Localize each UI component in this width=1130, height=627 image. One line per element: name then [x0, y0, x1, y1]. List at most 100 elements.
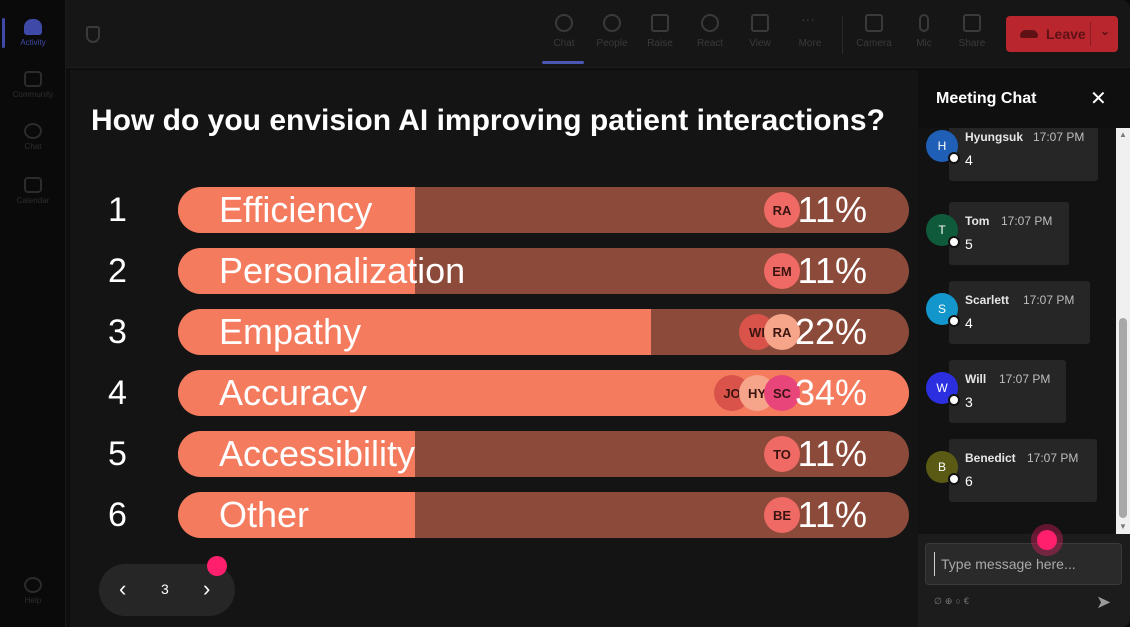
message-bubble: Will 17:07 PM 3 [949, 360, 1066, 423]
option-number: 4 [108, 374, 127, 412]
mic-icon [919, 14, 929, 32]
message-bubble: Benedict 17:07 PM 6 [949, 439, 1097, 502]
poll-option-row: 4 Accuracy JO HY SC 34% [70, 370, 918, 416]
chat-icon [24, 123, 42, 139]
option-label: Efficiency [219, 189, 373, 230]
send-icon[interactable]: ➤ [1096, 592, 1112, 612]
message-text: 4 [965, 315, 973, 331]
toolbar-view-button[interactable]: View [738, 12, 782, 60]
scroll-down-icon[interactable]: ▼ [1119, 522, 1127, 531]
rail-item-activity[interactable]: Activity [0, 8, 66, 58]
toolbar-label: Camera [856, 38, 892, 49]
message-time: 17:07 PM [1001, 214, 1053, 228]
option-label: Other [219, 494, 310, 535]
left-rail: Activity Community Chat Calendar Help [0, 0, 66, 627]
sender-name: Benedict [965, 451, 1016, 465]
voter-avatar: RA [764, 314, 800, 350]
option-number: 6 [108, 496, 127, 534]
toolbar-label: People [596, 38, 628, 49]
more-icon: ··· [801, 11, 815, 27]
close-icon[interactable]: ✕ [1090, 88, 1107, 110]
avatar[interactable]: S [926, 293, 958, 325]
shield-icon [86, 26, 100, 43]
result-bar: Efficiency RA 11% [178, 187, 909, 233]
chat-message-list[interactable]: Hyungsuk 17:07 PM 4 H Tom 17:07 PM 5 T Scarlett 1… [918, 128, 1116, 534]
result-bar: Accuracy JO HY SC 34% [178, 370, 909, 416]
message-input-box [925, 543, 1122, 585]
message-bubble: Hyungsuk 17:07 PM 4 [949, 128, 1098, 181]
option-number: 1 [108, 191, 127, 229]
scroll-up-icon[interactable]: ▲ [1119, 130, 1127, 139]
meeting-toolbar: Chat People Raise React View ··· More Ca… [66, 0, 1130, 68]
toolbar-camera-button[interactable]: Camera [852, 12, 896, 60]
voter-avatar: RA [764, 192, 800, 228]
calendar-icon [24, 177, 42, 193]
sender-name: Scarlett [965, 293, 1010, 307]
camera-icon [865, 14, 883, 32]
voter-avatar: BE [764, 497, 800, 533]
message-bubble: Scarlett 17:07 PM 4 [949, 281, 1090, 344]
rail-item-label: Calendar [16, 196, 50, 205]
toolbar-react-button[interactable]: React [688, 12, 732, 60]
message-bubble: Tom 17:07 PM 5 [949, 202, 1069, 265]
message-text: 6 [965, 473, 973, 489]
scrollbar-thumb[interactable] [1119, 318, 1127, 518]
sender-name: Will [965, 372, 987, 386]
option-percentage: 22% [794, 311, 867, 352]
share-icon [963, 14, 981, 32]
chevron-right-icon[interactable]: › [203, 576, 211, 601]
toolbar-label: Chat [553, 38, 575, 49]
presence-status-icon [948, 152, 960, 164]
rail-item-chat[interactable]: Chat [0, 112, 66, 162]
leave-button[interactable]: Leave ⌄ [1006, 16, 1118, 52]
presence-status-icon [948, 473, 960, 485]
page-number: 3 [161, 581, 169, 597]
option-label: Accessibility [219, 433, 416, 474]
option-number: 3 [108, 313, 127, 351]
toolbar-chat-button[interactable]: Chat [542, 12, 586, 64]
meeting-chat-panel: Meeting Chat ✕ Hyungsuk 17:07 PM 4 H Tom 17:0… [918, 70, 1130, 627]
rail-item-label: Chat [24, 142, 42, 151]
result-bar: Other BE 11% [178, 492, 909, 538]
leave-divider [1090, 22, 1091, 46]
poll-option-row: 3 Empathy WI RA 22% [70, 309, 918, 355]
chat-scrollbar[interactable]: ▲ ▼ [1116, 128, 1130, 534]
chat-header: Meeting Chat ✕ [918, 70, 1130, 128]
format-tools-icon[interactable]: ∅⊕○€ [934, 596, 972, 606]
toolbar-label: Share [958, 38, 986, 49]
toolbar-divider [842, 16, 843, 54]
toolbar-label: More [798, 38, 822, 49]
people-icon [603, 14, 621, 32]
message-time: 17:07 PM [1027, 451, 1079, 465]
rail-item-calendar[interactable]: Calendar [0, 166, 66, 216]
toolbar-label: React [696, 38, 724, 49]
option-label: Personalization [219, 250, 466, 291]
rail-item-help[interactable]: Help [0, 566, 66, 616]
presence-status-icon [948, 236, 960, 248]
toolbar-more-button[interactable]: ··· More [788, 12, 832, 60]
rail-item-label: Community [12, 90, 54, 99]
message-input[interactable] [934, 552, 1114, 576]
result-bar: Accessibility TO 11% [178, 431, 909, 477]
result-bar: Personalization EM 11% [178, 248, 909, 294]
toolbar-mic-button[interactable]: Mic [902, 12, 946, 60]
result-bar-fill [178, 431, 415, 477]
chevron-left-icon[interactable]: ‹ [119, 576, 127, 601]
toolbar-share-button[interactable]: Share [950, 12, 994, 60]
voter-avatar: SC [764, 375, 800, 411]
message-time: 17:07 PM [1023, 293, 1075, 307]
option-number: 2 [108, 252, 127, 290]
option-percentage: 11% [797, 494, 867, 535]
rail-item-community[interactable]: Community [0, 60, 66, 110]
option-number: 5 [108, 435, 127, 473]
toolbar-people-button[interactable]: People [590, 12, 634, 60]
raise-hand-icon [651, 14, 669, 32]
chevron-down-icon[interactable]: ⌄ [1100, 24, 1111, 38]
toolbar-label: Raise [647, 38, 673, 49]
toolbar-raise-button[interactable]: Raise [638, 12, 682, 60]
community-icon [24, 71, 42, 87]
cursor-indicator [207, 556, 227, 576]
cursor-indicator [1031, 524, 1063, 556]
voter-avatar: EM [764, 253, 800, 289]
